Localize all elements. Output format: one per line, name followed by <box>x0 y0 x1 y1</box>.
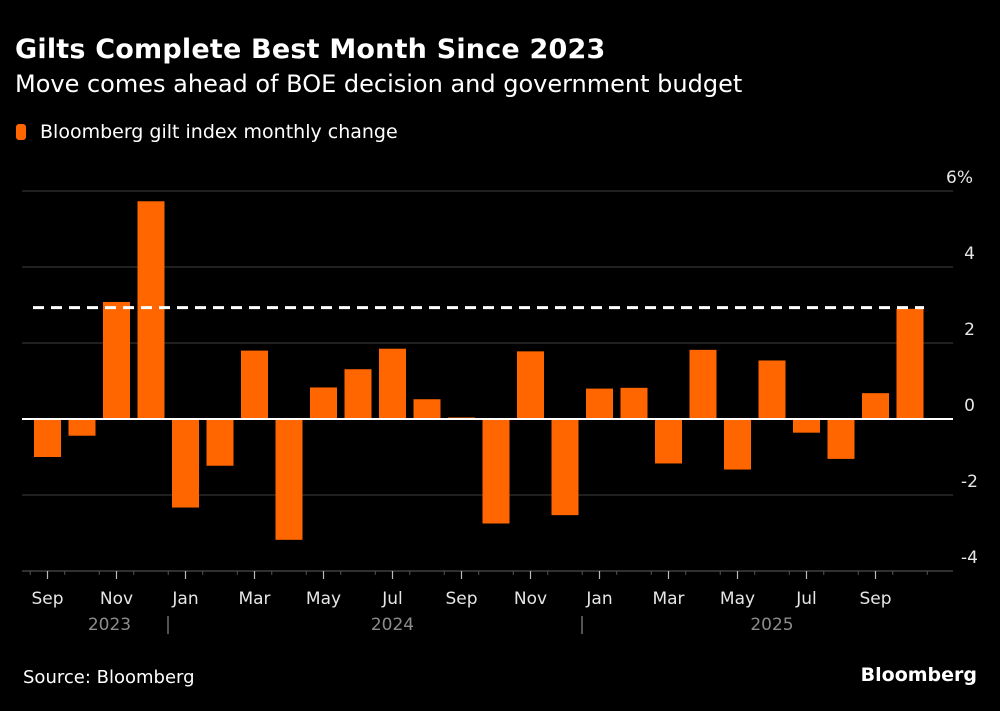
bar-mar-2025 <box>655 419 682 464</box>
bar-may-2024 <box>310 387 337 419</box>
bar-jul-2024 <box>379 348 406 419</box>
bar-jan-2025 <box>586 388 613 419</box>
bar-dec-2023 <box>137 201 165 419</box>
bar-oct-2025 <box>896 308 924 419</box>
x-tick-label: Nov <box>514 589 547 609</box>
bar-apr-2025 <box>689 349 717 419</box>
legend: Bloomberg gilt index monthly change <box>16 121 398 143</box>
x-tick-label: Sep <box>445 589 477 609</box>
x-tick-label: Sep <box>859 589 891 609</box>
x-tick-label: Mar <box>652 589 684 609</box>
x-tick-label: Jan <box>585 589 612 609</box>
bar-sep-2023 <box>34 419 61 457</box>
x-tick-label: Sep <box>31 589 63 609</box>
bar-feb-2024 <box>206 419 234 466</box>
chart-subtitle: Move comes ahead of BOE decision and gov… <box>15 70 743 98</box>
bar-mar-2024 <box>241 350 268 419</box>
bar-sep-2025 <box>862 393 889 419</box>
x-tick-label: Jul <box>795 589 817 609</box>
bar-jan-2024 <box>172 419 199 508</box>
chart-title: Gilts Complete Best Month Since 2023 <box>15 34 606 65</box>
y-tick-label: 6% <box>946 168 973 188</box>
bar-jun-2024 <box>344 369 372 419</box>
y-tick-label: 4 <box>964 244 975 264</box>
year-label: 2025 <box>750 615 793 635</box>
bar-nov-2023 <box>103 301 130 419</box>
bar-jul-2025 <box>793 419 820 433</box>
bloomberg-logo: Bloomberg <box>860 664 977 686</box>
legend-label: Bloomberg gilt index monthly change <box>40 121 398 143</box>
year-label: 2023 <box>88 615 131 635</box>
bars <box>34 201 924 540</box>
axes <box>22 418 953 579</box>
bar-oct-2024 <box>482 419 510 524</box>
bar-may-2025 <box>724 419 751 470</box>
bar-feb-2025 <box>620 387 648 419</box>
x-tick-label: May <box>306 589 341 609</box>
x-tick-label: May <box>720 589 755 609</box>
year-label: 2024 <box>371 615 414 635</box>
bar-aug-2025 <box>827 419 855 459</box>
x-tick-label: Jan <box>171 589 198 609</box>
x-tick-label: Mar <box>238 589 270 609</box>
bar-dec-2024 <box>551 419 579 516</box>
bar-aug-2024 <box>413 399 441 419</box>
y-tick-label: -2 <box>961 472 978 492</box>
bar-apr-2024 <box>275 419 303 540</box>
source-note: Source: Bloomberg <box>23 667 195 688</box>
y-tick-label: -4 <box>961 548 978 568</box>
bar-jun-2025 <box>758 360 786 419</box>
x-tick-label: Jul <box>381 589 403 609</box>
axis-labels: 6% 4 2 0 -2 -4 Sep Nov Jan Mar May Jul Sep Nov Jan Mar M… <box>31 168 978 635</box>
bar-oct-2023 <box>68 419 96 436</box>
y-tick-label: 2 <box>964 320 975 340</box>
legend-swatch <box>16 124 26 140</box>
bar-nov-2024 <box>517 351 544 419</box>
x-tick-label: Nov <box>100 589 133 609</box>
y-tick-label: 0 <box>964 396 975 416</box>
